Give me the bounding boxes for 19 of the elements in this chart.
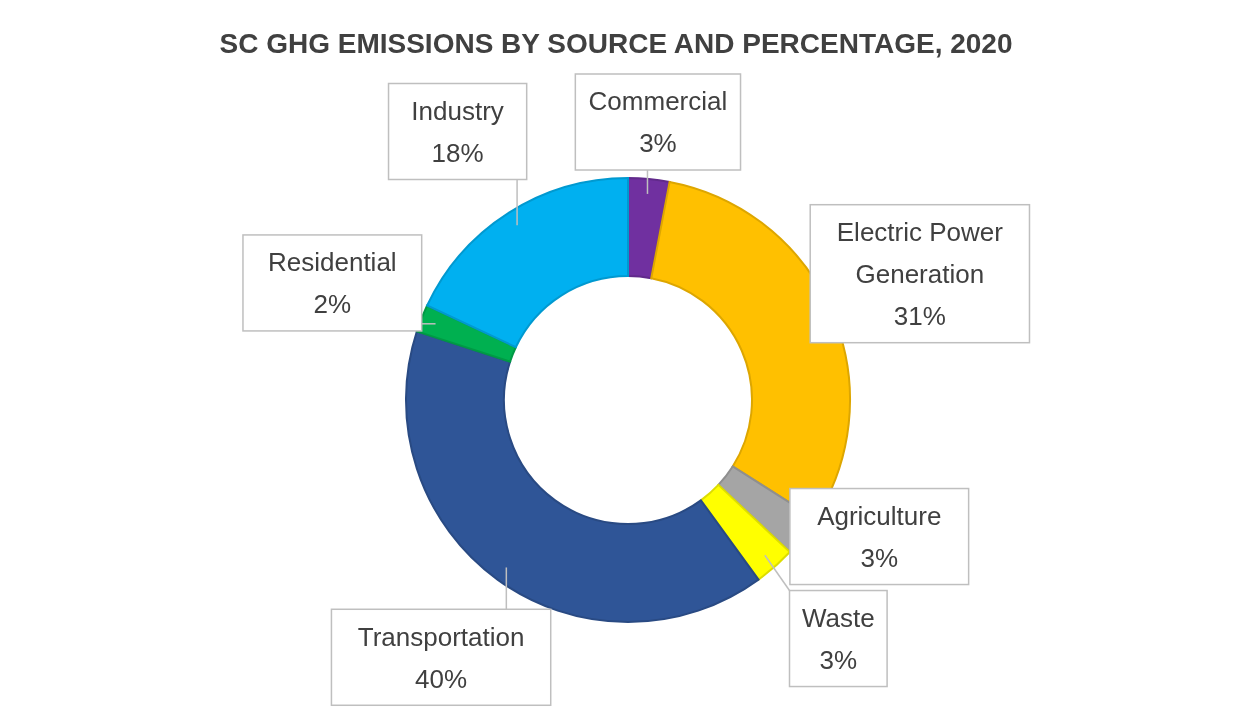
donut-slice (415, 304, 517, 363)
donut-slice (426, 177, 629, 349)
data-label: 31% (893, 300, 946, 331)
slice-label: Commercial (588, 86, 728, 117)
slice-label: Agriculture (817, 500, 942, 531)
data-label: 2% (313, 289, 352, 320)
slice-label: Industry (411, 95, 504, 126)
data-label: 18% (431, 137, 484, 168)
donut-slice (405, 330, 760, 623)
data-label: 3% (819, 644, 858, 675)
data-label: 3% (860, 542, 899, 573)
slice-label: Residential (268, 247, 397, 278)
slice-label: Waste (801, 602, 875, 633)
donut-slice (699, 483, 791, 581)
slice-label: Electric Power Generation (836, 216, 1004, 289)
slice-label: Transportation (357, 621, 525, 652)
chart-title: SC GHG EMISSIONS BY SOURCE AND PERCENTAGE, 2020 (219, 28, 1013, 59)
data-label: 40% (415, 663, 468, 694)
data-label: 3% (639, 128, 677, 159)
